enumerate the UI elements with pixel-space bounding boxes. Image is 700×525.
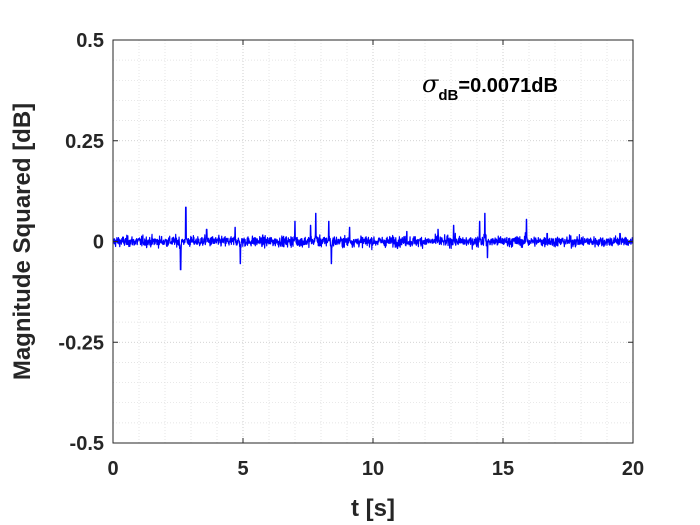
x-tick-label: 15 <box>492 458 514 480</box>
y-axis-label: Magnitude Squared [dB] <box>9 103 36 380</box>
y-ticks: -0.5 -0.25 0 0.25 0.5 <box>58 30 633 455</box>
sigma-subscript: dB <box>438 87 458 104</box>
y-tick-label: 0.5 <box>76 30 104 52</box>
series-line <box>113 206 633 271</box>
sigma-symbol: σ <box>422 70 439 98</box>
x-tick-label: 0 <box>107 458 118 480</box>
x-ticks: 0 5 10 15 20 <box>107 40 644 480</box>
y-tick-label: 0 <box>93 232 104 254</box>
y-tick-label: -0.25 <box>58 332 104 354</box>
x-tick-label: 5 <box>237 458 248 480</box>
x-axis-label: t [s] <box>351 495 395 522</box>
y-tick-label: -0.5 <box>70 433 104 455</box>
series-layer <box>113 206 633 271</box>
sigma-annotation: σdB=0.0071dB <box>422 70 558 104</box>
x-tick-label: 10 <box>362 458 384 480</box>
y-tick-label: 0.25 <box>65 131 104 153</box>
x-tick-label: 20 <box>622 458 644 480</box>
sigma-value: =0.0071dB <box>458 75 558 97</box>
